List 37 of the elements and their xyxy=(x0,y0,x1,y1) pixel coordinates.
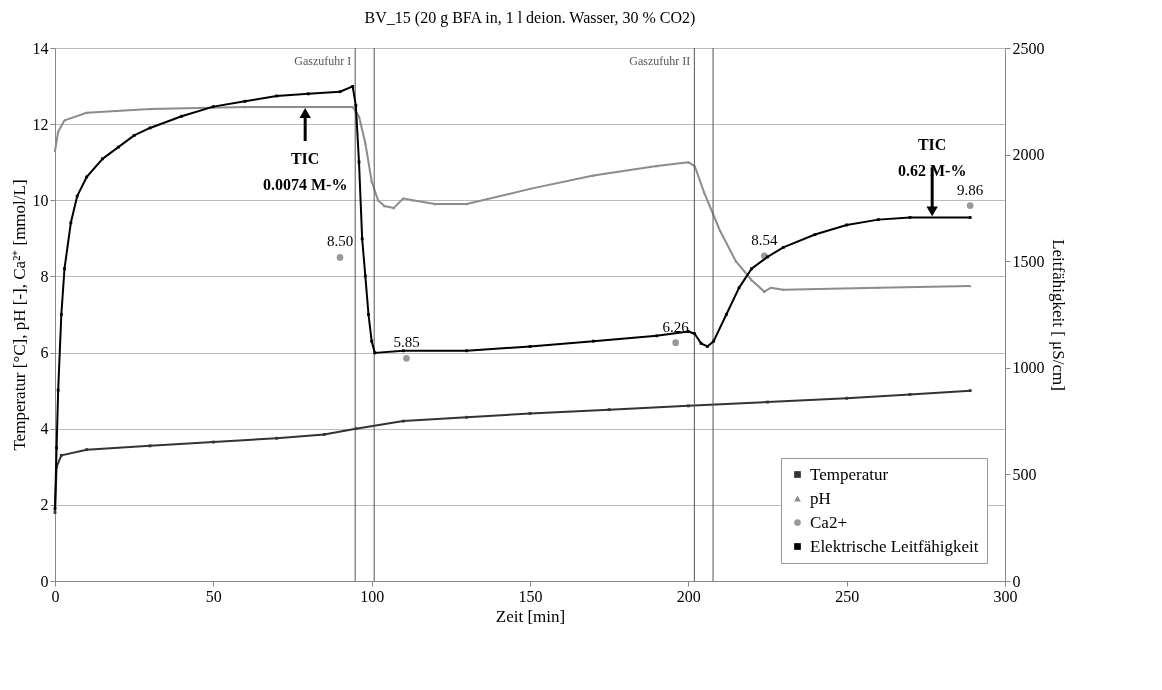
y-tick-label: 10 xyxy=(32,191,49,209)
y2-tick-label: 2000 xyxy=(1012,146,1045,164)
legend-label: pH xyxy=(810,488,831,508)
legend-label: Temperatur xyxy=(810,464,889,484)
x-tick-label: 0 xyxy=(51,587,60,605)
y-tick-label: 2 xyxy=(40,496,49,514)
y2-tick-label: 2500 xyxy=(1012,39,1045,57)
y-tick-label: 0 xyxy=(40,572,49,590)
x-tick-label: 200 xyxy=(676,587,701,605)
x-tick-label: 300 xyxy=(993,587,1018,605)
y-tick-label: 4 xyxy=(40,420,49,438)
x-axis-title: Zeit [min] xyxy=(495,606,566,626)
y-tick-label: 8 xyxy=(40,267,49,285)
y-tick-label: 12 xyxy=(32,115,49,133)
data-label: 6.26 xyxy=(662,318,690,335)
legend-label: Ca2+ xyxy=(810,512,847,532)
y-tick-label: 6 xyxy=(40,344,49,362)
y2-tick-label: 1000 xyxy=(1012,359,1045,377)
x-tick-label: 150 xyxy=(518,587,543,605)
y2-tick-label: 500 xyxy=(1012,465,1037,483)
ref-line-label: Gaszufuhr I xyxy=(294,54,352,68)
y2-axis-title: Leitfähigkeit [ μS/cm] xyxy=(1048,239,1068,391)
legend-label: Elektrische Leitfähigkeit xyxy=(810,536,979,556)
annotation: TIC 0.0074 M-% xyxy=(262,150,348,194)
x-tick-label: 250 xyxy=(835,587,860,605)
data-label: 5.85 xyxy=(393,334,420,351)
data-label: 8.54 xyxy=(751,231,778,248)
data-label: 8.50 xyxy=(326,233,354,250)
chart-title: BV_15 (20 g BFA in, 1 l deion. Wasser, 30 % CO2) xyxy=(364,9,696,27)
y2-tick-label: 0 xyxy=(1012,572,1021,590)
x-tick-label: 50 xyxy=(205,587,222,605)
x-tick-label: 100 xyxy=(360,587,385,605)
data-label: 9.86 xyxy=(957,181,984,198)
y-axis-title: Temperatur [°C], pH [-], Ca²⁺ [mmol/L] xyxy=(9,179,29,451)
y-tick-label: 14 xyxy=(32,39,49,57)
ref-line-label: Gaszufuhr II xyxy=(629,54,691,68)
y2-tick-label: 1500 xyxy=(1012,252,1045,270)
